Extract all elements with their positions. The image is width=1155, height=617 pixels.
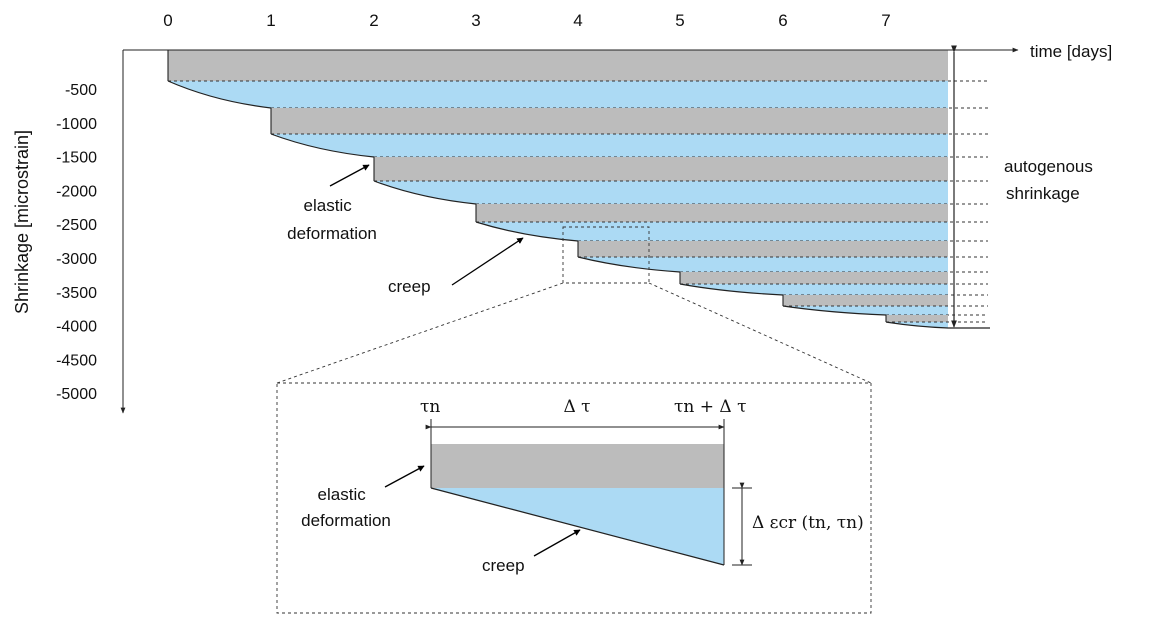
inset-elastic-fill [431, 444, 724, 488]
x-tick-label: 4 [573, 11, 582, 30]
y-tick-label: -3000 [56, 251, 97, 268]
zoom-projection [276, 226, 872, 614]
elastic-band [374, 157, 948, 181]
projection-right [648, 282, 872, 384]
inset-detail: τn Δ τ τn + Δ τ Δ εcr (tn, τn) elastic d… [301, 397, 864, 575]
creep-curve [885, 321, 990, 329]
y-tick-labels: -500 -1000 -1500 -2000 -2500 -3000 -3500 -4000 -… [56, 82, 97, 403]
shrinkage-steps [167, 50, 990, 329]
elastic-band [168, 50, 948, 81]
creep-curve [270, 133, 375, 158]
creep-band [271, 134, 948, 157]
creep-label: creep [388, 277, 431, 296]
autogenous-label: autogenous shrinkage [1004, 157, 1098, 203]
y-axis-label: Shrinkage [microstrain] [12, 130, 32, 314]
x-tick-label: 0 [163, 11, 172, 30]
y-tick-label: -3500 [56, 285, 97, 302]
inset-elastic-label: elastic deformation [301, 485, 391, 530]
elastic-band [680, 272, 948, 284]
creep-band [578, 257, 948, 272]
x-tick-label: 5 [675, 11, 684, 30]
y-tick-label: -5000 [56, 386, 97, 403]
x-tick-label: 2 [369, 11, 378, 30]
inset-creep-label: creep [482, 556, 525, 575]
creep-band [783, 306, 948, 315]
creep-curve [782, 305, 887, 316]
inset-delta-eps-label: Δ εcr (tn, τn) [752, 513, 864, 533]
creep-annotation: creep [388, 237, 524, 296]
x-tick-label: 6 [778, 11, 787, 30]
creep-band [476, 222, 948, 241]
zoom-region-box [562, 226, 650, 284]
elastic-band [578, 241, 948, 257]
y-tick-label: -2500 [56, 217, 97, 234]
y-tick-label: -1000 [56, 116, 97, 133]
creep-band [374, 181, 948, 204]
inset-tau-n-label: τn [420, 397, 440, 417]
autogenous-shrinkage-indicator: autogenous shrinkage [951, 45, 1098, 328]
x-tick-labels: 0 1 2 3 4 5 6 7 [163, 11, 890, 30]
elastic-deformation-annotation: elastic deformation [287, 164, 377, 243]
elastic-band [476, 204, 948, 222]
elastic-band [886, 315, 948, 322]
creep-curve [679, 283, 784, 296]
y-tick-label: -1500 [56, 150, 97, 167]
creep-curve [373, 180, 477, 205]
inset-creep-arrow [533, 529, 581, 557]
creep-band [168, 81, 948, 108]
creep-curve [577, 256, 681, 273]
x-tick-label: 1 [266, 11, 275, 30]
elastic-label: elastic deformation [287, 196, 377, 243]
elastic-band [271, 108, 948, 134]
axes: time [days] Shrinkage [microstrain] 0 1 2 3… [12, 11, 1112, 414]
inset-delta-tau-label: Δ τ [563, 397, 590, 417]
creep-arrow [451, 237, 524, 286]
y-tick-label: -2000 [56, 183, 97, 200]
projection-left [276, 282, 564, 384]
creep-curve [167, 80, 272, 109]
y-tick-label: -4500 [56, 352, 97, 369]
creep-curve [475, 221, 579, 242]
x-tick-label: 7 [881, 11, 890, 30]
x-axis-label: time [days] [1030, 42, 1112, 61]
inset-creep-line [430, 487, 725, 566]
inset-frame [276, 382, 872, 614]
creep-band [886, 322, 948, 328]
inset-elastic-arrow [384, 465, 425, 488]
inset-tau-plus-label: τn + Δ τ [674, 397, 747, 417]
y-tick-label: -500 [65, 82, 97, 99]
y-tick-label: -4000 [56, 319, 97, 336]
elastic-band [783, 295, 948, 306]
x-tick-label: 3 [471, 11, 480, 30]
elastic-arrow [329, 164, 370, 187]
